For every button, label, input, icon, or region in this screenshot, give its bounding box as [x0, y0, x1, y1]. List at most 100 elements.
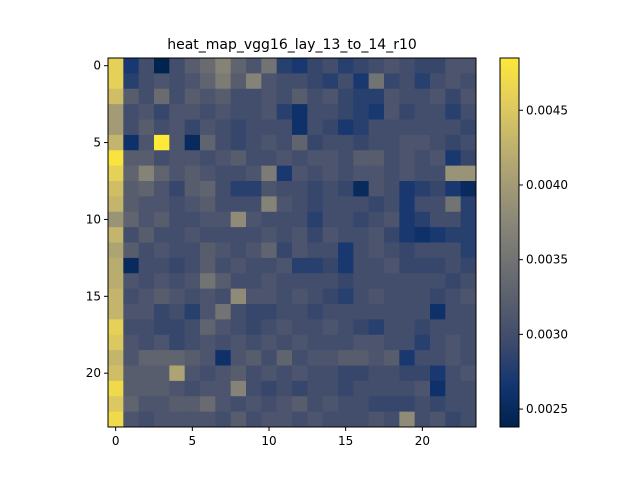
heatmap-cell [230, 350, 247, 366]
heatmap-cell [138, 134, 155, 151]
heatmap-cell [200, 119, 216, 136]
heatmap-cell [384, 396, 400, 413]
heatmap-cell [414, 380, 431, 397]
heatmap-cell [384, 380, 400, 397]
heatmap-cells [108, 58, 477, 428]
heatmap-cell [445, 396, 462, 413]
heatmap-cell [138, 196, 155, 213]
heatmap-cell [169, 150, 186, 167]
heatmap-cell [445, 104, 462, 120]
heatmap-cell [292, 257, 308, 274]
heatmap-cell [123, 273, 140, 290]
heatmap-cell [353, 257, 370, 274]
heatmap-cell [276, 196, 293, 213]
heatmap-cell [200, 257, 216, 274]
heatmap-cell [123, 257, 140, 274]
heatmap-cell [138, 58, 155, 74]
heatmap-cell [154, 257, 170, 274]
heatmap-cell [445, 58, 462, 74]
heatmap-cell [276, 334, 293, 351]
heatmap-cell [338, 73, 354, 90]
heatmap-cell [322, 211, 339, 228]
heatmap-cell [184, 396, 201, 413]
y-tick-label: 15 [86, 289, 101, 303]
heatmap-cell [246, 319, 262, 336]
heatmap-cell [399, 304, 416, 320]
heatmap-cell [276, 365, 293, 382]
heatmap-cell [215, 196, 232, 213]
heatmap-cell [184, 257, 201, 274]
heatmap-cell [399, 319, 416, 336]
heatmap-cell [261, 181, 278, 197]
heatmap-cell [430, 165, 446, 182]
heatmap-cell [246, 396, 262, 413]
heatmap-cell [169, 88, 186, 105]
heatmap-cell [246, 334, 262, 351]
heatmap-cell [246, 181, 262, 197]
heatmap-cell [261, 257, 278, 274]
heatmap-cell [200, 165, 216, 182]
heatmap-cell [261, 304, 278, 320]
heatmap-cell [169, 334, 186, 351]
heatmap-cell [414, 150, 431, 167]
heatmap-cell [215, 73, 232, 90]
heatmap-cell [261, 119, 278, 136]
heatmap-cell [368, 196, 385, 213]
heatmap-cell [368, 334, 385, 351]
heatmap-cell [215, 365, 232, 382]
heatmap-cell [276, 350, 293, 366]
heatmap-cell [384, 242, 400, 259]
heatmap-cell [384, 58, 400, 74]
heatmap-cell [154, 181, 170, 197]
heatmap-cell [430, 211, 446, 228]
heatmap-cell [307, 150, 324, 167]
heatmap-cell [292, 288, 308, 305]
heatmap-cell [460, 58, 477, 74]
heatmap-cell [138, 104, 155, 120]
heatmap-cell [353, 119, 370, 136]
heatmap-cell [384, 196, 400, 213]
heatmap-cell [246, 58, 262, 74]
heatmap-cell [138, 119, 155, 136]
heatmap-cell [399, 334, 416, 351]
heatmap-cell [414, 350, 431, 366]
heatmap-cell [353, 181, 370, 197]
heatmap-cell [246, 242, 262, 259]
heatmap-cell [292, 88, 308, 105]
heatmap-cell [108, 119, 124, 136]
heatmap-cell [154, 273, 170, 290]
heatmap-cell [460, 73, 477, 90]
heatmap-cell [322, 196, 339, 213]
heatmap-cell [215, 411, 232, 428]
heatmap-cell [215, 334, 232, 351]
heatmap-cell [184, 181, 201, 197]
heatmap-cell [460, 227, 477, 243]
colorbar-tick-label: 0.0040 [526, 178, 568, 192]
heatmap-cell [215, 242, 232, 259]
heatmap-cell [430, 273, 446, 290]
heatmap-cell [246, 104, 262, 120]
heatmap-cell [430, 334, 446, 351]
heatmap-cell [460, 380, 477, 397]
heatmap-cell [154, 165, 170, 182]
colorbar [499, 57, 520, 428]
heatmap-cell [414, 334, 431, 351]
heatmap-cell [138, 227, 155, 243]
heatmap-cell [123, 242, 140, 259]
heatmap-cell [353, 227, 370, 243]
heatmap-cell [215, 227, 232, 243]
heatmap-cell [460, 181, 477, 197]
heatmap-cell [414, 165, 431, 182]
heatmap-cell [154, 227, 170, 243]
heatmap-cell [200, 211, 216, 228]
heatmap-cell [215, 396, 232, 413]
heatmap-cell [215, 165, 232, 182]
heatmap-cell [230, 365, 247, 382]
heatmap-cell [445, 196, 462, 213]
heatmap-cell [215, 319, 232, 336]
heatmap-cell [154, 319, 170, 336]
heatmap-cell [230, 273, 247, 290]
heatmap-cell [338, 150, 354, 167]
heatmap-cell [276, 119, 293, 136]
